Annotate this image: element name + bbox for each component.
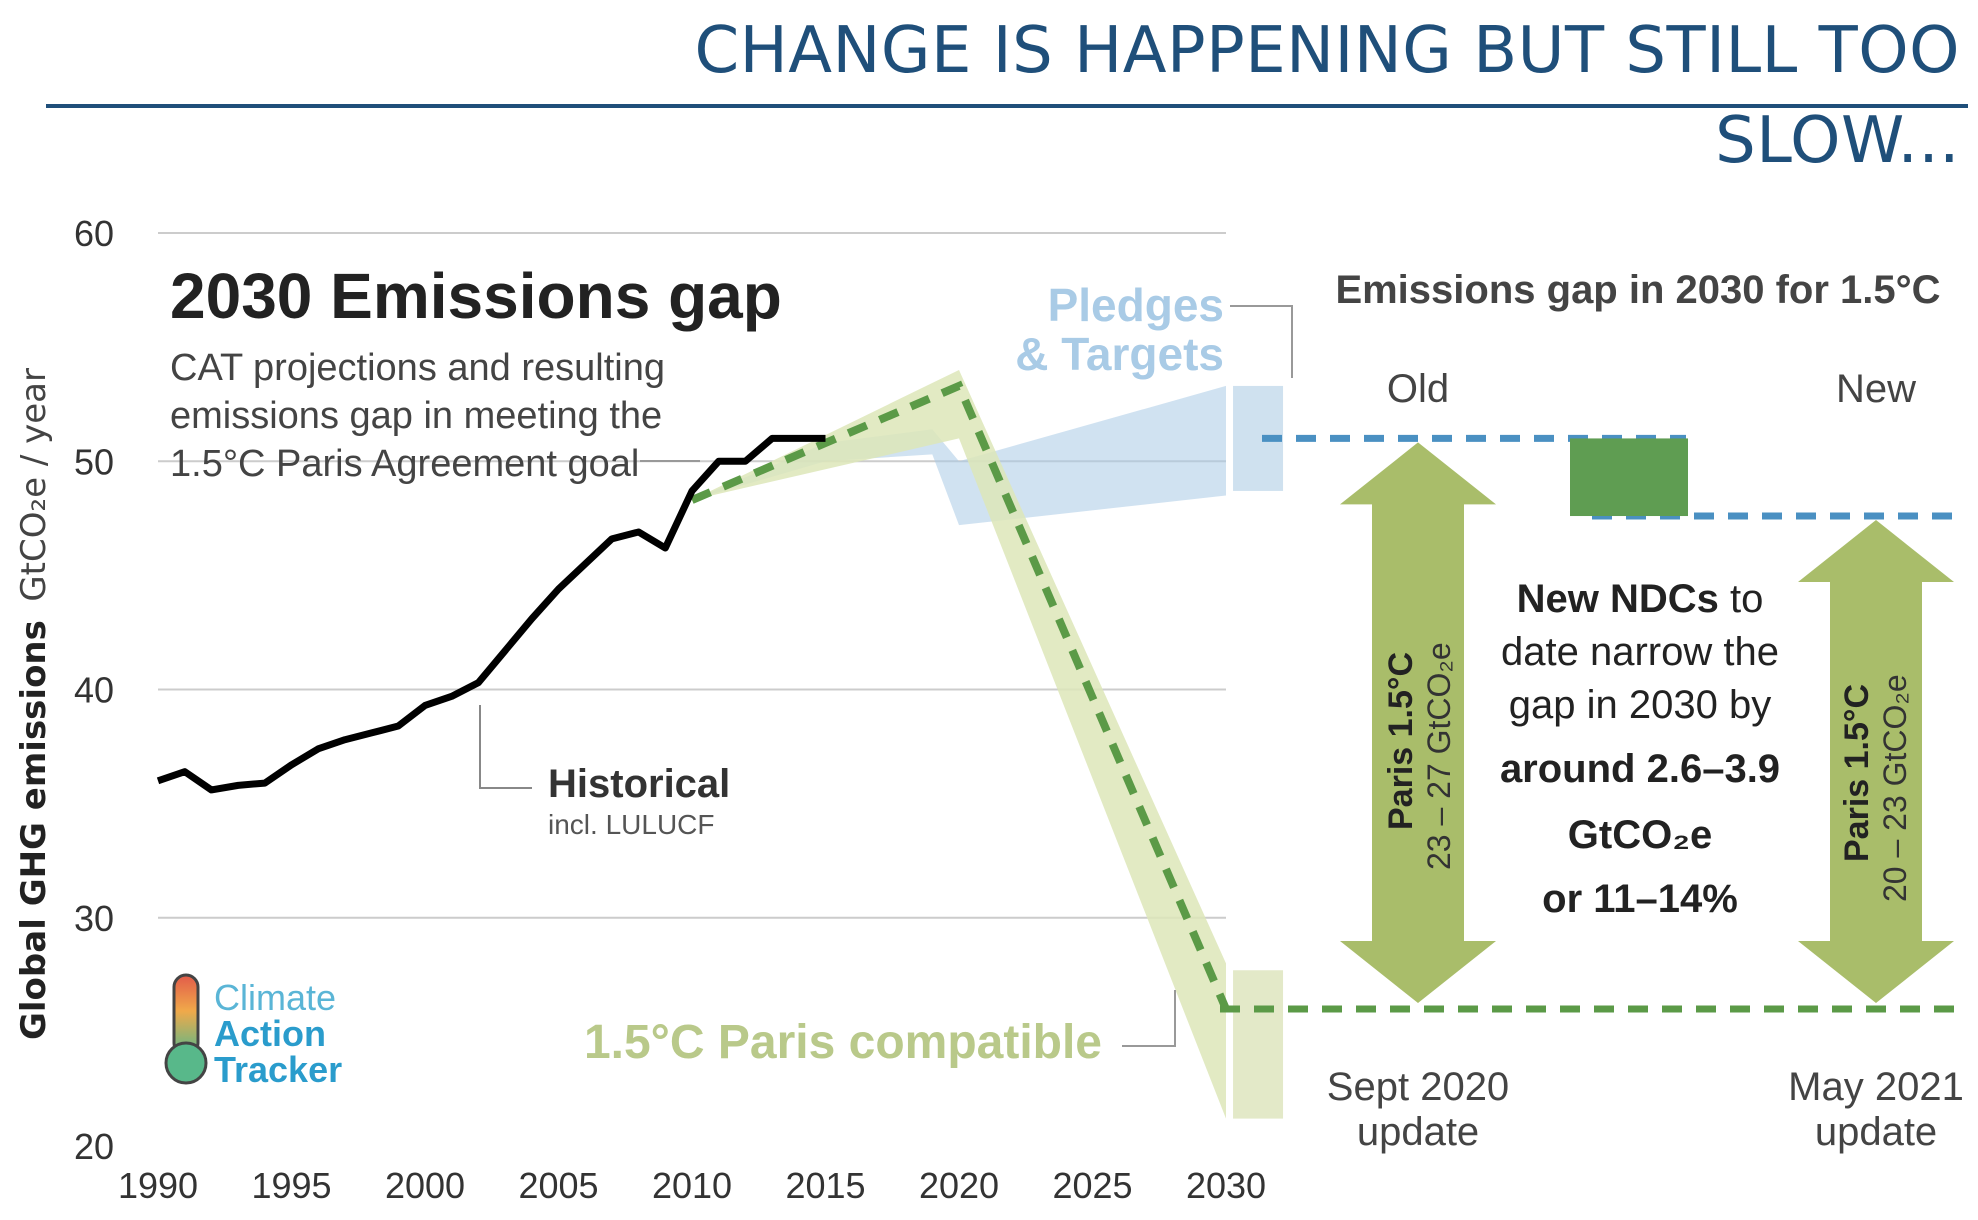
- pledges-label-line-1: Pledges: [1048, 279, 1224, 331]
- new-caption-line-2: update: [1815, 1110, 1937, 1154]
- x-tick-2030: 2030: [1186, 1165, 1266, 1206]
- logo-line-3: Tracker: [214, 1049, 342, 1090]
- historical-sublabel: incl. LULUCF: [548, 809, 714, 840]
- new-arrow-label: Paris 1.5°C: [1838, 684, 1876, 862]
- paris-label: 1.5°C Paris compatible: [584, 1016, 1102, 1069]
- y-axis-ticks: 20 30 40 50 60: [74, 213, 114, 1167]
- gap-panel-title: Emissions gap in 2030 for 1.5°C: [1335, 268, 1940, 312]
- old-double-arrow: [1340, 442, 1496, 1004]
- x-tick-1990: 1990: [118, 1165, 198, 1206]
- new-caption-line-1: May 2021: [1788, 1065, 1964, 1109]
- old-caption-line-1: Sept 2020: [1327, 1065, 1509, 1109]
- gap-panel-col-old: Old: [1387, 367, 1449, 411]
- gap-note-line-4: around 2.6–3.9: [1500, 747, 1780, 791]
- new-double-arrow: [1798, 520, 1954, 1004]
- paris-leader: [1122, 990, 1176, 1047]
- x-tick-2020: 2020: [919, 1165, 999, 1206]
- historical-leader: [479, 705, 532, 789]
- slide-title: CHANGE IS HAPPENING BUT STILL TOO SLOW..…: [694, 14, 1960, 178]
- new-arrow-range: 20 – 23 GtCO₂e: [1877, 674, 1913, 902]
- pledges-label-line-2: & Targets: [1015, 328, 1224, 380]
- old-arrow-label: Paris 1.5°C: [1382, 652, 1420, 830]
- y-axis-label: Global GHG emissions GtCO₂e / year: [14, 368, 54, 1040]
- y-axis-label-main: Global GHG emissions: [14, 620, 54, 1040]
- chart-subtitle-line-3: 1.5°C Paris Agreement goal: [170, 443, 639, 485]
- logo-line-2: Action: [214, 1013, 326, 1054]
- gap-geometry: [1220, 434, 1960, 1013]
- climate-action-tracker-logo: Climate Action Tracker: [164, 973, 342, 1090]
- x-axis-ticks: 1990 1995 2000 2005 2010 2015 2020 2025 2030: [118, 1165, 1266, 1206]
- x-tick-2025: 2025: [1052, 1165, 1132, 1206]
- x-tick-2010: 2010: [652, 1165, 732, 1206]
- y-axis-label-unit: GtCO₂e / year: [14, 368, 54, 602]
- gap-note-line-3: gap in 2030 by: [1509, 683, 1771, 727]
- chart-subtitle-line-2: emissions gap in meeting the: [170, 395, 662, 437]
- gap-narrowing-box: [1570, 438, 1688, 517]
- y-tick-50: 50: [74, 441, 114, 482]
- line-layer: [156, 380, 1230, 1011]
- chart-subtitle-line-1: CAT projections and resulting: [170, 347, 665, 389]
- thermometer-bulb-icon: [164, 1041, 208, 1085]
- gap-note-line-5: GtCO₂e: [1568, 813, 1712, 857]
- title-rule: [46, 104, 1968, 108]
- gap-note-line-2: date narrow the: [1501, 630, 1779, 674]
- paris-band: [692, 369, 1226, 1119]
- x-tick-2005: 2005: [518, 1165, 598, 1206]
- old-caption-line-2: update: [1357, 1110, 1479, 1154]
- x-tick-1995: 1995: [251, 1165, 331, 1206]
- gap-panel-col-new: New: [1836, 367, 1916, 411]
- y-tick-40: 40: [74, 670, 114, 711]
- x-tick-2000: 2000: [385, 1165, 465, 1206]
- historical-line: [156, 434, 826, 794]
- pledges-leader: [1230, 305, 1293, 378]
- chart-title: 2030 Emissions gap: [170, 260, 782, 332]
- pledges-band: [692, 385, 1226, 526]
- x-tick-2015: 2015: [785, 1165, 865, 1206]
- gap-note-line-6: or 11–14%: [1542, 877, 1738, 921]
- y-tick-20: 20: [74, 1126, 114, 1167]
- paris-2030-range: [1233, 970, 1284, 1119]
- gap-note-line-1: New NDCs to: [1517, 577, 1764, 621]
- band-layer: [692, 369, 1284, 1119]
- paris-compatible-line: [690, 380, 1230, 1011]
- logo-line-1: Climate: [214, 977, 336, 1018]
- historical-label: Historical: [548, 762, 730, 806]
- gap-panel: Emissions gap in 2030 for 1.5°C Old New …: [1220, 268, 1964, 1154]
- y-tick-60: 60: [74, 213, 114, 254]
- old-arrow-range: 23 – 27 GtCO₂e: [1421, 642, 1457, 870]
- y-tick-30: 30: [74, 898, 114, 939]
